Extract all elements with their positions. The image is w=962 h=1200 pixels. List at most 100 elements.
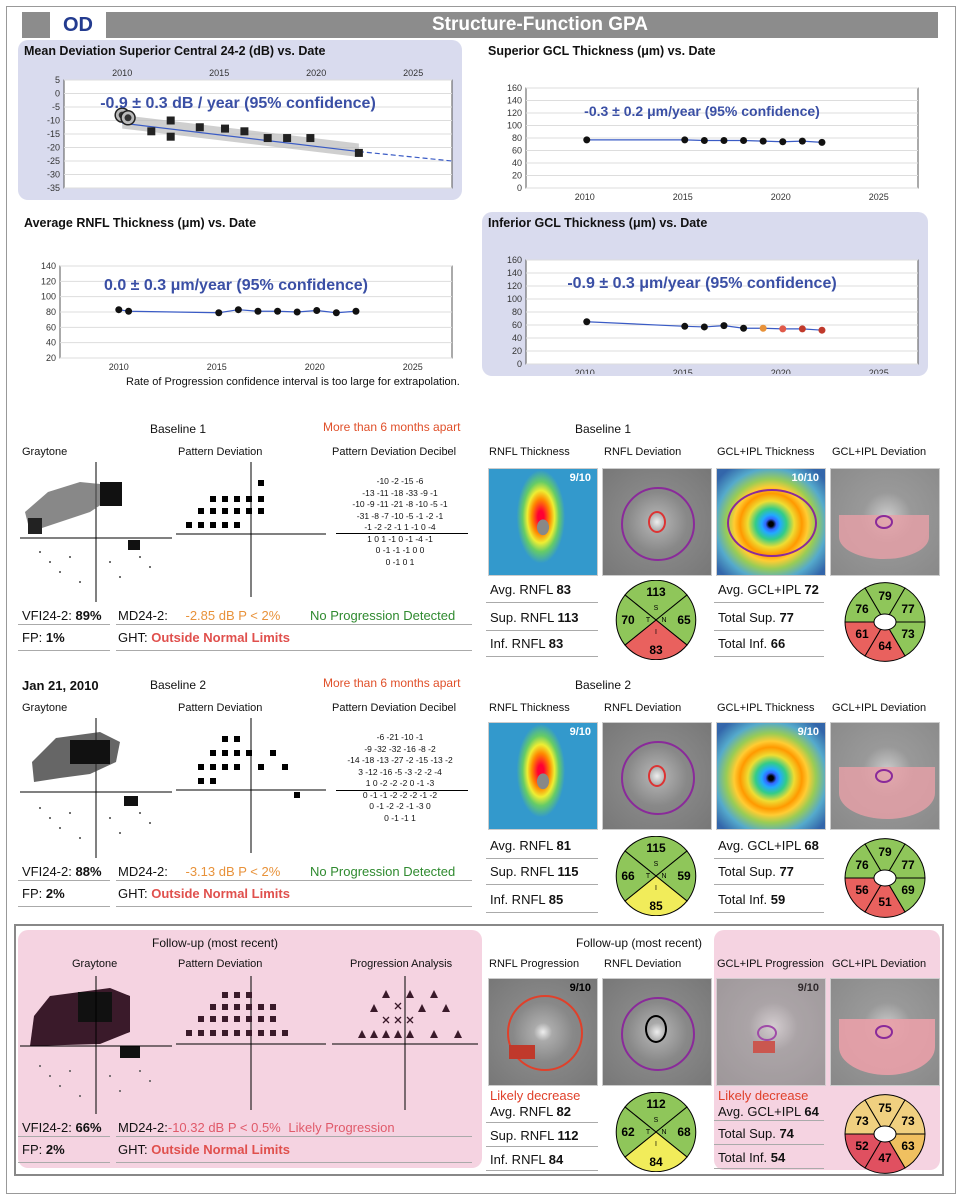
inf-rnfl-value: 84 xyxy=(548,1152,564,1167)
gcl-sector: 77 xyxy=(901,858,915,872)
clock-i-label: I xyxy=(655,1141,657,1148)
progression-status: No Progression Detected xyxy=(310,608,456,623)
data-point xyxy=(798,137,806,145)
ght-label: GHT: xyxy=(118,630,148,645)
gcl-sector-chart: 75 73 63 47 52 73 xyxy=(844,1094,926,1174)
data-point xyxy=(740,137,748,144)
x-tick-label: 2010 xyxy=(109,362,129,372)
data-point xyxy=(166,116,175,125)
graytone-plot xyxy=(20,976,172,1114)
gcl-sector: 64 xyxy=(878,639,892,653)
y-tick-label: 160 xyxy=(507,83,522,93)
inf-rnfl-value: 83 xyxy=(548,636,564,651)
gcl-thickness-map: 10/10 xyxy=(716,468,826,576)
sup-rnfl-label: Sup. RNFL xyxy=(490,864,554,879)
col-rnfl-deviation: RNFL Deviation xyxy=(604,446,682,458)
y-tick-label: 40 xyxy=(46,338,56,348)
vfi-value: 66% xyxy=(75,1120,102,1135)
divider xyxy=(116,624,472,625)
data-point xyxy=(818,326,826,334)
total-inf: Total Inf. 66 xyxy=(718,636,785,651)
data-point xyxy=(254,307,262,315)
avg-gcl: Avg. GCL+IPL 64 xyxy=(718,1104,819,1119)
gcl-sector-chart: 79 77 69 51 56 76 xyxy=(844,838,926,918)
divider xyxy=(714,630,824,631)
vfi-value: 88% xyxy=(75,864,102,879)
y-tick-label: -10 xyxy=(47,116,60,126)
gcl-sector: 52 xyxy=(855,1139,869,1153)
pattern-deviation-plot xyxy=(176,462,326,597)
sup-rnfl: Sup. RNFL 115 xyxy=(490,864,578,879)
y-tick-label: 20 xyxy=(512,171,522,181)
rnfl-thickness-map: 9/10 xyxy=(488,468,598,576)
clock-sup: 113 xyxy=(646,585,666,599)
fp: FP: 2% xyxy=(22,1142,65,1157)
quality-score: 10/10 xyxy=(791,472,819,484)
clock-i-label: I xyxy=(655,885,657,892)
y-tick-label: 120 xyxy=(41,276,56,286)
data-point xyxy=(720,137,728,144)
y-tick-label: 80 xyxy=(512,133,522,143)
fp-label: FP: xyxy=(22,1142,43,1157)
divider xyxy=(486,630,598,631)
report-title: Structure-Function GPA xyxy=(431,14,649,35)
col-rnfl-thickness: RNFL Thickness xyxy=(489,702,570,714)
clock-s-label: S xyxy=(654,605,659,612)
total-sup-value: 77 xyxy=(779,610,794,625)
pattern-deviation-plot xyxy=(176,718,326,853)
x-tick-label: 2015 xyxy=(673,192,693,202)
y-tick-label: 140 xyxy=(507,268,522,278)
avg-rnfl-value: 81 xyxy=(556,838,571,853)
clock-s-label: S xyxy=(654,1117,659,1124)
x-tick-label: 2010 xyxy=(112,68,132,78)
y-tick-label: 5 xyxy=(55,75,60,85)
sup-rnfl-label: Sup. RNFL xyxy=(490,1128,554,1143)
vfi-label: VFI24-2: xyxy=(22,608,72,623)
ght-value: Outside Normal Limits xyxy=(151,1142,290,1157)
clock-s-label: S xyxy=(654,861,659,868)
scan-circle xyxy=(621,487,695,561)
avg-gcl: Avg. GCL+IPL 68 xyxy=(718,838,819,853)
divider xyxy=(18,650,110,651)
data-point xyxy=(263,134,272,143)
x-tick-label: 2010 xyxy=(575,368,595,374)
progression-status: No Progression Detected xyxy=(310,864,456,879)
rate-annotation: 0.0 ± 0.3 μm/year (95% confidence) xyxy=(104,277,368,294)
data-point xyxy=(215,309,223,317)
data-point xyxy=(681,322,689,330)
clock-sup: 115 xyxy=(646,841,666,855)
quality-score: 9/10 xyxy=(797,982,819,994)
rate-annotation: -0.9 ± 0.3 μm/year (95% confidence) xyxy=(567,275,836,292)
pdd-row: -10 -2 -15 -6 xyxy=(376,476,424,486)
md: MD24-2:-10.32 dB P < 0.5% Likely Progres… xyxy=(118,1120,395,1135)
gcl-sector: 61 xyxy=(855,627,869,641)
followup-heading-right: Follow-up (most recent) xyxy=(576,936,703,950)
disc-outline xyxy=(645,1015,667,1043)
clock-temp: 70 xyxy=(621,613,635,627)
divider xyxy=(486,884,598,885)
pdd-row: -31 -8 -7 -10 -5 -1 -2 -1 xyxy=(356,510,444,521)
gcl-sector: 79 xyxy=(878,589,892,603)
vfi-label: VFI24-2: xyxy=(22,1120,72,1135)
data-point xyxy=(221,124,230,133)
md-label: MD24-2: xyxy=(118,864,168,879)
col-pd-decibel: Pattern Deviation Decibel xyxy=(332,702,457,714)
total-sup-label: Total Sup. xyxy=(718,1126,776,1141)
pdd-row: -9 -32 -32 -16 -8 -2 xyxy=(364,743,436,754)
total-inf: Total Inf. 54 xyxy=(718,1150,785,1165)
rate-annotation: -0.3 ± 0.2 μm/year (95% confidence) xyxy=(584,103,820,119)
total-inf-value: 66 xyxy=(770,636,786,651)
clock-n-label: N xyxy=(661,617,666,624)
clock-t-label: T xyxy=(646,873,651,880)
col-gcl-deviation: GCL+IPL Deviation xyxy=(832,446,927,458)
clock-n-label: N xyxy=(661,1129,666,1136)
ght: GHT: Outside Normal Limits xyxy=(118,630,290,645)
y-tick-label: 60 xyxy=(512,146,522,156)
data-point xyxy=(306,134,315,143)
pdd-axis xyxy=(336,533,468,534)
gcl-sector: 73 xyxy=(901,627,915,641)
title-bar xyxy=(22,12,938,38)
col-rnfl-deviation: RNFL Deviation xyxy=(604,702,682,714)
data-point xyxy=(700,137,708,144)
vfi-label: VFI24-2: xyxy=(22,864,72,879)
